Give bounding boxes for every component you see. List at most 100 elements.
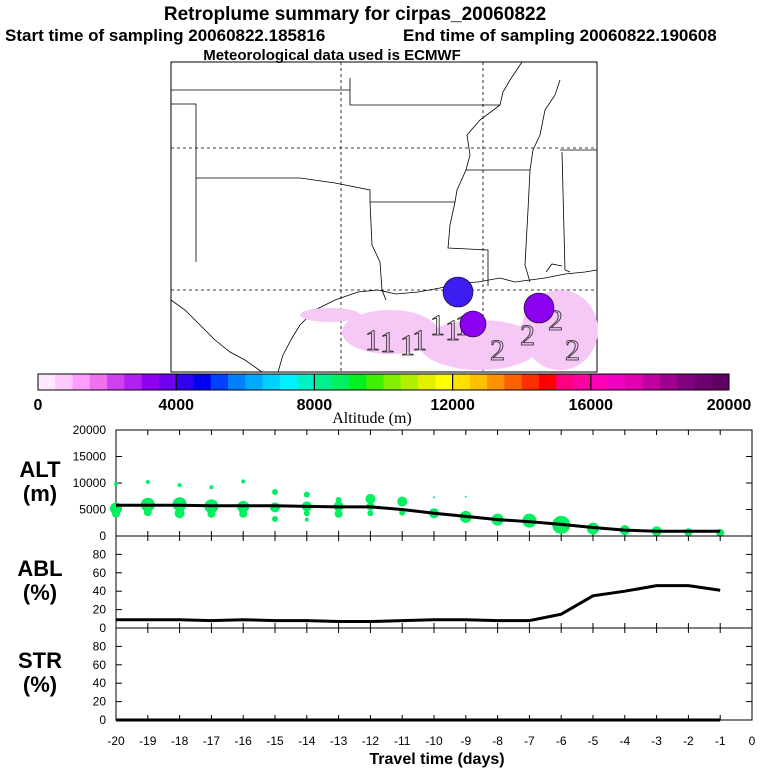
trajectory-label: 1 xyxy=(445,314,460,347)
colorbar-tick-label: 0 xyxy=(34,397,43,414)
met-data-label: Meteorological data used is ECMWF xyxy=(203,47,461,64)
map-state-boundary xyxy=(171,61,523,106)
scatter-point xyxy=(335,496,342,503)
map-coastline xyxy=(545,263,563,273)
x-tick-label: -12 xyxy=(362,734,380,748)
scatter-point xyxy=(143,508,152,517)
colorbar-swatch xyxy=(504,374,522,390)
colorbar-swatch xyxy=(418,374,436,390)
y-tick-label: 0 xyxy=(99,529,106,543)
abl-panel: 0 20 40 60 80 ABL(%) xyxy=(17,535,753,635)
colorbar-swatch xyxy=(694,374,713,390)
x-tick-label: -6 xyxy=(556,734,567,748)
x-tick-label: -10 xyxy=(425,734,443,748)
panel-frame xyxy=(115,429,753,537)
figure-title: Retroplume summary for cirpas_20060822 xyxy=(164,4,546,25)
map-state-boundary xyxy=(560,149,597,273)
y-tick-label: 5000 xyxy=(79,503,106,517)
y-tick-label: 40 xyxy=(93,676,107,690)
particle-cluster-marker xyxy=(459,310,487,338)
colorbar-swatch xyxy=(556,374,574,390)
map-state-boundary xyxy=(524,169,531,283)
scatter-point xyxy=(112,509,120,518)
trajectory-label: 1 xyxy=(380,326,395,359)
colorbar-swatch xyxy=(590,374,609,390)
scatter-point xyxy=(207,509,216,518)
colorbar-swatch xyxy=(538,374,557,390)
trajectory-labels: 11111112222 xyxy=(365,304,581,368)
x-tick-label: -19 xyxy=(139,734,157,748)
str-panel: 0 20 40 60 80 STR(%) xyxy=(18,627,753,727)
y-tick-label: 60 xyxy=(93,658,107,672)
particle-cluster-marker xyxy=(523,292,555,324)
x-tick-label: -20 xyxy=(107,734,125,748)
x-tick-label: -1 xyxy=(715,734,726,748)
start-time-label: Start time of sampling 20060822.185816 xyxy=(5,26,325,45)
colorbar-swatch xyxy=(348,374,367,390)
scatter-point xyxy=(303,491,310,498)
x-tick-label: -11 xyxy=(394,734,411,748)
scatter-point xyxy=(367,510,374,517)
y-tick-label: 60 xyxy=(93,566,107,580)
colorbar-swatch xyxy=(625,374,643,390)
panel-label: (%) xyxy=(23,672,57,697)
colorbar-swatch xyxy=(228,374,246,390)
panel-label: ABL xyxy=(17,556,62,581)
scatter-point xyxy=(397,496,408,507)
scatter-point xyxy=(241,479,246,484)
colorbar-swatch xyxy=(711,374,730,390)
scatter-point xyxy=(174,508,185,519)
scatter-point xyxy=(145,479,150,484)
y-tick-label: 0 xyxy=(99,621,106,635)
colorbar-tick-label: 12000 xyxy=(430,397,475,414)
scatter-point xyxy=(433,496,435,499)
colorbar-swatch xyxy=(659,374,678,390)
y-tick-label: 0 xyxy=(99,713,106,727)
y-tick-label: 20000 xyxy=(73,423,107,437)
plume-area xyxy=(300,308,360,322)
map-coastline xyxy=(277,269,598,373)
colorbar-swatch xyxy=(176,374,194,390)
colorbar-swatch xyxy=(107,374,125,390)
x-tick-label: -17 xyxy=(203,734,221,748)
y-tick-label: 10000 xyxy=(73,476,107,490)
panel-label: STR xyxy=(18,648,62,673)
colorbar-swatch xyxy=(400,374,419,390)
colorbar-swatch xyxy=(487,374,505,390)
colorbar-swatch xyxy=(314,374,332,390)
plume-area xyxy=(342,310,438,354)
particle-cluster-marker xyxy=(442,276,474,308)
colorbar-swatch xyxy=(72,374,91,390)
plume-area xyxy=(420,320,540,370)
x-tick-label: -7 xyxy=(524,734,535,748)
colorbar-swatch xyxy=(573,374,592,390)
end-time-label: End time of sampling 20060822.190608 xyxy=(403,26,717,45)
colorbar-title: Altitude (m) xyxy=(332,410,412,427)
colorbar-tick-label: 20000 xyxy=(707,397,752,414)
altitude-colorbar xyxy=(37,373,730,391)
scatter-point xyxy=(177,483,182,488)
panel-label: ALT xyxy=(19,457,61,482)
scatter-point xyxy=(270,502,280,513)
scatter-point xyxy=(272,489,278,496)
colorbar-swatch xyxy=(141,374,160,390)
scatter-point xyxy=(303,510,310,517)
x-tick-label: -3 xyxy=(651,734,662,748)
colorbar-swatch xyxy=(366,374,384,390)
map-state-boundary xyxy=(369,201,387,301)
colorbar-tick-label: 16000 xyxy=(569,397,614,414)
panel-frame xyxy=(115,535,753,629)
x-tick-label: -5 xyxy=(588,734,599,748)
scatter-point xyxy=(209,485,214,490)
colorbar-swatch xyxy=(469,374,488,390)
scatter-point xyxy=(304,517,309,522)
trajectory-label: 1 xyxy=(430,309,445,342)
x-tick-label: -4 xyxy=(619,734,630,748)
x-tick-label: -14 xyxy=(298,734,316,748)
trajectory-label: 1 xyxy=(400,329,415,362)
colorbar-swatch xyxy=(642,374,661,390)
trajectory-label: 2 xyxy=(565,334,580,367)
x-tick-label: -9 xyxy=(460,734,471,748)
map-state-boundary xyxy=(447,201,489,286)
